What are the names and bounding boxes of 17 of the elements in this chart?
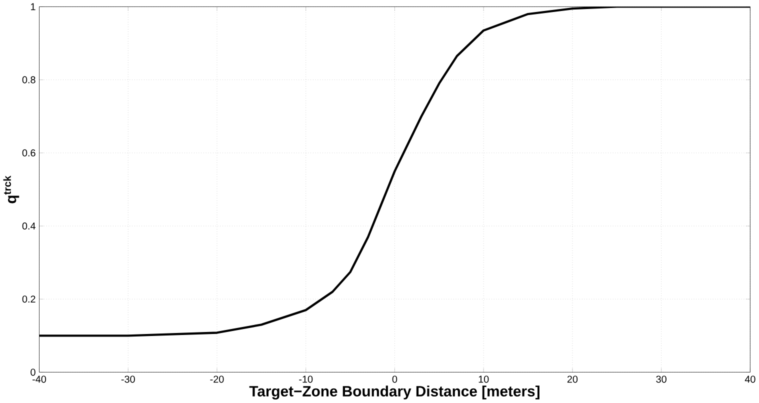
y-axis-title: q$^{trck}$	[3, 176, 20, 204]
x-tick-label: -40	[32, 376, 46, 383]
x-tick-label: -10	[299, 376, 313, 383]
y-tick-label: 0.8	[22, 76, 36, 84]
x-tick-label: 10	[478, 376, 489, 383]
y-tick-label: 0.2	[22, 296, 36, 303]
x-tick-label: -30	[121, 376, 135, 383]
x-axis-title: Target−Zone Boundary Distance [meters]	[249, 386, 540, 400]
y-tick-label: 1	[31, 3, 36, 10]
x-tick-label: 0	[392, 376, 398, 383]
x-tick-label: 30	[656, 376, 666, 383]
x-tick-label: 40	[744, 376, 756, 383]
x-tick-label: 20	[567, 376, 578, 383]
y-tick-label: 0	[30, 368, 36, 376]
y-tick-label: 0.4	[22, 222, 36, 230]
y-tick-label: 0.6	[22, 149, 36, 157]
x-tick-label: -20	[210, 376, 224, 383]
